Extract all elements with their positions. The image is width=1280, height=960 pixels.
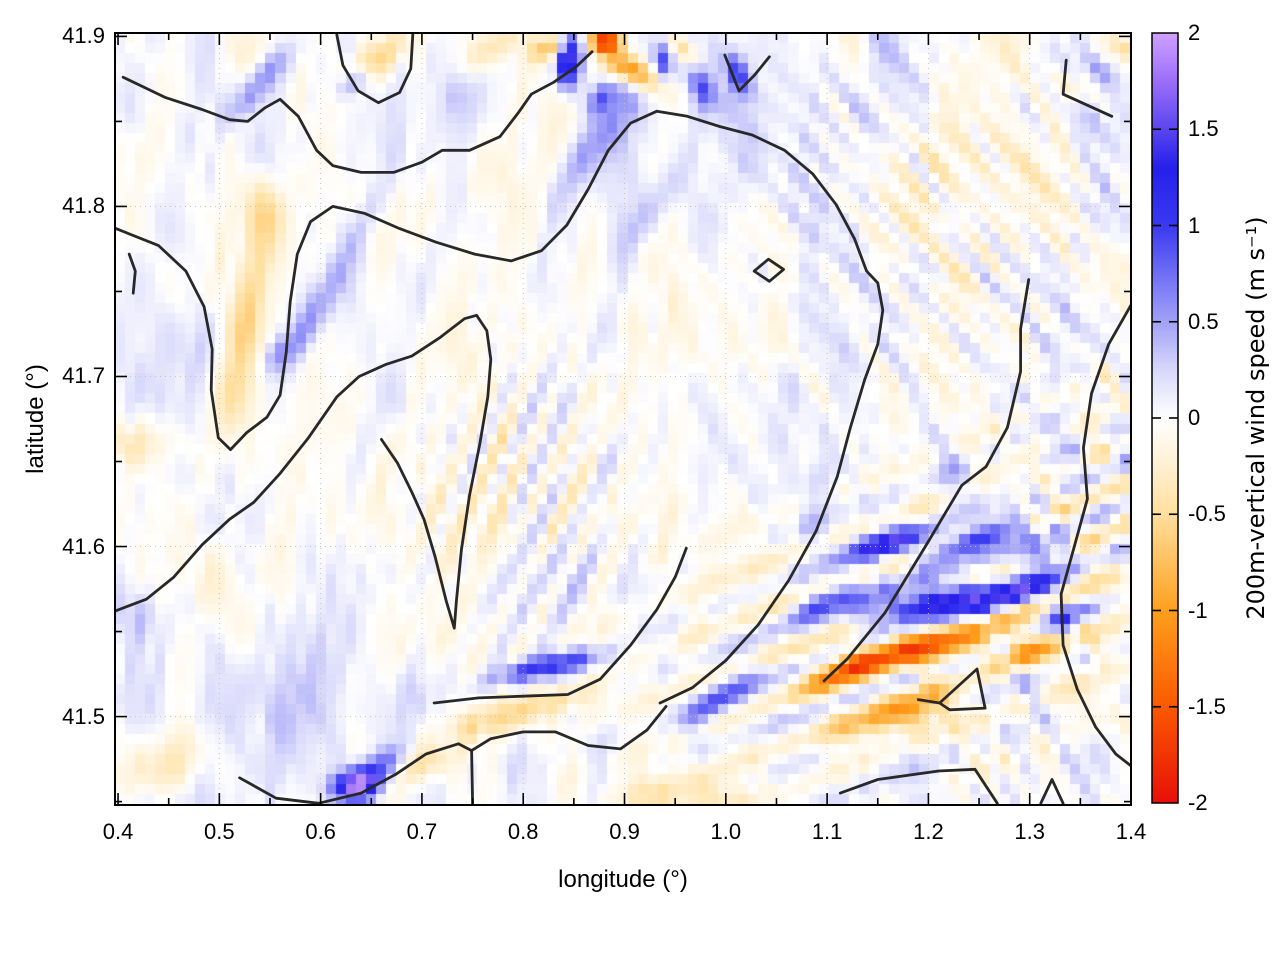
- colorbar-tick-label: -0.5: [1188, 501, 1226, 527]
- colorbar-tick-label: -1.5: [1188, 693, 1226, 719]
- y-tick-label: 41.5: [62, 703, 105, 729]
- terrain-contour: [1059, 303, 1131, 768]
- x-tick-label: 1.0: [710, 819, 742, 844]
- terrain-contour: [1061, 58, 1114, 118]
- x-tick-label: 0.9: [609, 819, 640, 844]
- y-tick-label: 41.8: [62, 193, 105, 219]
- colorbar-tick-label: 0.5: [1188, 308, 1219, 334]
- colorbar-title: 200m-vertical wind speed (m s⁻¹): [1242, 216, 1270, 620]
- terrain-contour: [1039, 778, 1065, 805]
- terrain-contour: [432, 546, 688, 705]
- terrain-contour: [723, 53, 771, 93]
- colorbar-tick-label: -1: [1188, 597, 1208, 623]
- y-tick-label: 41.6: [62, 533, 105, 559]
- terrain-contour: [115, 109, 885, 705]
- colorbar-tick-label: 0: [1188, 405, 1201, 430]
- x-tick-label: 0.6: [305, 819, 336, 844]
- terrain-contour: [121, 50, 594, 174]
- x-tick-label: 0.8: [507, 819, 539, 844]
- terrain-contour: [127, 252, 137, 295]
- terrain-contour: [115, 313, 493, 630]
- terrain-contour: [752, 257, 785, 283]
- x-tick-label: 0.5: [204, 819, 235, 844]
- heatmap-plot-area: [115, 33, 1131, 805]
- terrain-contour: [238, 742, 475, 805]
- y-tick-label: 41.9: [62, 23, 105, 49]
- terrain-contour: [470, 705, 668, 752]
- x-tick-label: 0.7: [406, 819, 438, 844]
- colorbar-tick-label: 1: [1188, 212, 1201, 238]
- y-tick-label: 41.7: [62, 363, 105, 389]
- terrain-contour: [916, 667, 987, 712]
- x-tick-label: 0.4: [102, 819, 134, 844]
- terrain-contour: [335, 33, 415, 105]
- y-axis-title: latitude (°): [22, 364, 49, 474]
- colorbar-tick-label: 1.5: [1188, 116, 1219, 142]
- x-tick-label: 1.1: [811, 819, 843, 844]
- plot-border: [114, 32, 1132, 806]
- colorbar-tick-label: -2: [1188, 790, 1208, 815]
- x-tick-label: 1.2: [913, 819, 944, 844]
- terrain-contour: [822, 278, 1031, 683]
- terrain-contour: [838, 767, 999, 805]
- x-axis-title: longitude (°): [558, 866, 688, 893]
- x-tick-label: 1.3: [1014, 819, 1045, 844]
- colorbar-tick-label: 2: [1188, 20, 1201, 45]
- x-tick-label: 1.4: [1115, 819, 1147, 844]
